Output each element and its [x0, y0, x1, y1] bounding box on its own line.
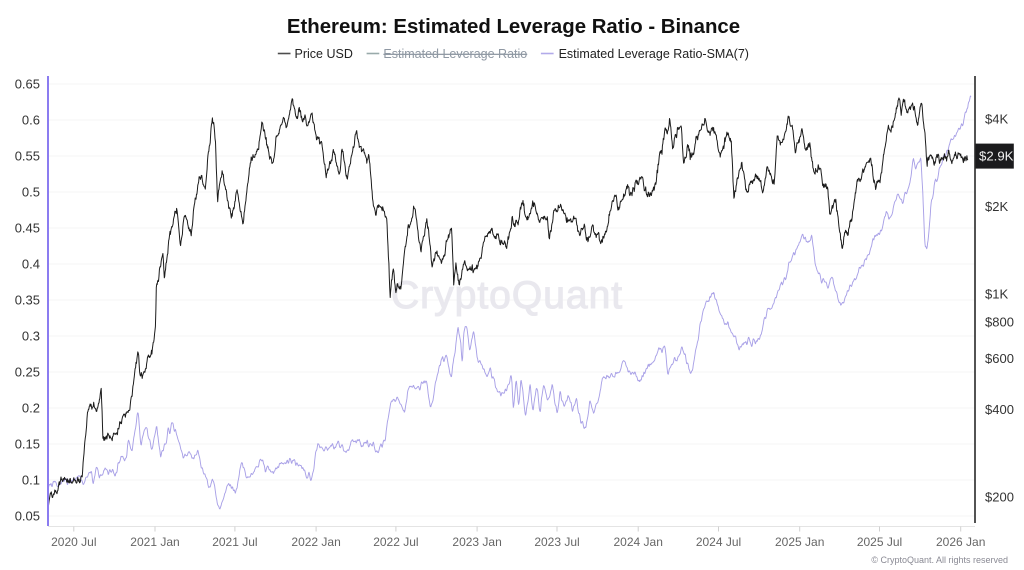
svg-text:2022 Jul: 2022 Jul [373, 535, 418, 549]
svg-text:Estimated Leverage Ratio: Estimated Leverage Ratio [383, 47, 527, 61]
svg-text:0.3: 0.3 [22, 329, 40, 344]
svg-text:Estimated Leverage Ratio-SMA(7: Estimated Leverage Ratio-SMA(7) [559, 47, 749, 61]
svg-text:0.45: 0.45 [15, 221, 40, 236]
svg-text:0.15: 0.15 [15, 437, 40, 452]
svg-text:$600: $600 [985, 351, 1014, 366]
svg-text:Ethereum: Estimated Leverage R: Ethereum: Estimated Leverage Ratio - Bin… [287, 16, 740, 38]
svg-text:2023 Jul: 2023 Jul [534, 535, 579, 549]
svg-text:2023 Jan: 2023 Jan [452, 535, 501, 549]
svg-text:CryptoQuant: CryptoQuant [391, 274, 623, 317]
svg-text:0.65: 0.65 [15, 77, 40, 92]
svg-text:2025 Jul: 2025 Jul [857, 535, 902, 549]
svg-text:0.5: 0.5 [22, 185, 40, 200]
svg-text:© CryptoQuant. All rights rese: © CryptoQuant. All rights reserved [871, 555, 1008, 565]
svg-text:2025 Jan: 2025 Jan [775, 535, 824, 549]
svg-text:$4K: $4K [985, 112, 1008, 127]
svg-text:0.4: 0.4 [22, 257, 40, 272]
svg-text:0.35: 0.35 [15, 293, 40, 308]
svg-text:$200: $200 [985, 490, 1014, 505]
svg-text:Price USD: Price USD [295, 47, 353, 61]
svg-text:2024 Jan: 2024 Jan [614, 535, 663, 549]
svg-text:2022 Jan: 2022 Jan [291, 535, 340, 549]
svg-text:$400: $400 [985, 402, 1014, 417]
svg-text:0.55: 0.55 [15, 149, 40, 164]
svg-text:2026 Jan: 2026 Jan [936, 535, 985, 549]
svg-text:2020 Jul: 2020 Jul [51, 535, 96, 549]
svg-text:0.05: 0.05 [15, 509, 40, 524]
svg-text:$2K: $2K [985, 199, 1008, 214]
svg-text:$2.9K: $2.9K [979, 149, 1014, 164]
svg-text:0.2: 0.2 [22, 401, 40, 416]
svg-text:2021 Jan: 2021 Jan [130, 535, 179, 549]
svg-text:0.6: 0.6 [22, 113, 40, 128]
svg-text:2021 Jul: 2021 Jul [212, 535, 257, 549]
svg-text:0.1: 0.1 [22, 473, 40, 488]
svg-text:2024 Jul: 2024 Jul [696, 535, 741, 549]
svg-text:0.25: 0.25 [15, 365, 40, 380]
svg-text:$1K: $1K [985, 286, 1008, 301]
svg-text:$800: $800 [985, 315, 1014, 330]
